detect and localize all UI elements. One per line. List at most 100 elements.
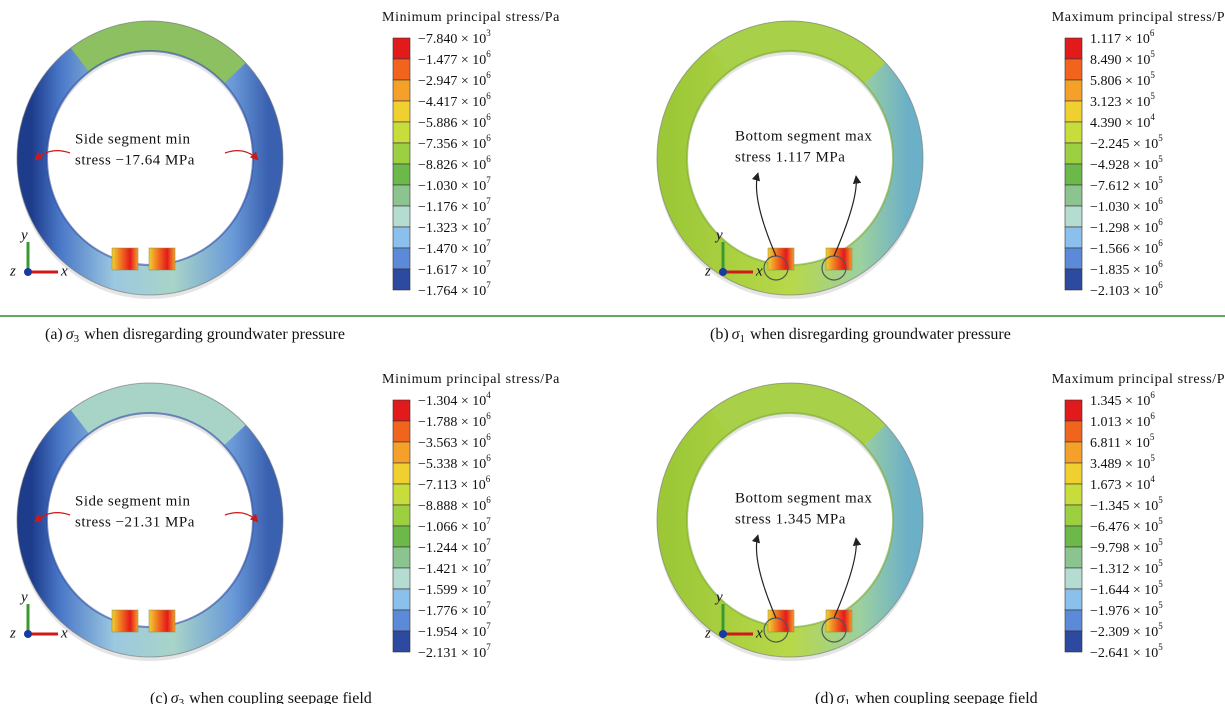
legend-swatch [392, 483, 411, 506]
legend-swatch [392, 567, 411, 590]
axis-label: x [60, 625, 68, 641]
legend-mantissa: −1.835 × 10 [1090, 263, 1158, 278]
legend-label: −1.298 × 106 [1090, 217, 1163, 236]
legend-mantissa: −1.030 × 10 [418, 179, 486, 194]
legend-exponent: 7 [486, 196, 491, 206]
hot-block [111, 609, 139, 633]
legend-label: −2.947 × 106 [418, 70, 491, 89]
legend-exponent: 6 [486, 411, 491, 421]
caption-symbol: σ [837, 690, 846, 704]
annotation: stress −17.64 MPa [75, 152, 195, 168]
legend-swatch [1064, 205, 1083, 228]
legend-swatch [1064, 441, 1083, 464]
axis-label: x [755, 263, 763, 279]
annotation: Side segment min [75, 131, 191, 147]
legend-swatch [392, 462, 411, 485]
legend-swatch [392, 525, 411, 548]
legend-exponent: 5 [1158, 642, 1163, 652]
legend-mantissa: −1.764 × 10 [418, 284, 486, 299]
annotation-arrow [224, 150, 259, 161]
legend-exponent: 5 [1150, 70, 1155, 80]
legend-mantissa: −1.954 × 10 [418, 625, 486, 640]
legend-mantissa: −4.417 × 10 [418, 95, 486, 110]
legend-swatch [1064, 184, 1083, 207]
legend-exponent: 7 [486, 537, 491, 547]
legend-mantissa: −7.840 × 10 [418, 32, 486, 47]
legend-label: −1.323 × 107 [418, 217, 491, 236]
legend-label: −4.928 × 105 [1090, 154, 1163, 173]
legend-exponent: 6 [486, 49, 491, 59]
legend-label: −8.826 × 106 [418, 154, 491, 173]
legend-exponent: 5 [1158, 558, 1163, 568]
legend-exponent: 7 [486, 558, 491, 568]
caption-label: (c) [150, 690, 168, 704]
legend-label: −1.030 × 107 [418, 175, 491, 194]
legend-swatch [1064, 226, 1083, 249]
legend-swatch [392, 58, 411, 81]
legend-mantissa: 6.811 × 10 [1090, 436, 1150, 451]
legend-title: Minimum principal stress/Pa [382, 372, 560, 387]
legend-mantissa: −8.888 × 10 [418, 499, 486, 514]
legend-exponent: 7 [486, 259, 491, 269]
legend-swatch [392, 268, 411, 291]
legend-swatch [1064, 121, 1083, 144]
legend-exponent: 6 [1150, 411, 1155, 421]
axis-label: y [19, 589, 28, 605]
annotation-arrow [751, 172, 777, 257]
legend-exponent: 6 [1158, 280, 1163, 290]
legend-exponent: 7 [486, 175, 491, 185]
legend-label: −5.886 × 106 [418, 112, 491, 131]
annotation: stress −21.31 MPa [75, 514, 195, 530]
axis-label: z [9, 263, 16, 279]
hot-block [767, 609, 795, 633]
legend-swatch [392, 588, 411, 611]
legend-mantissa: −2.103 × 10 [1090, 284, 1158, 299]
legend-swatch [1064, 399, 1083, 422]
legend-label: 8.490 × 105 [1090, 49, 1155, 68]
legend-mantissa: −6.476 × 10 [1090, 520, 1158, 535]
axis-z-dot [719, 630, 727, 638]
legend-swatch [392, 247, 411, 270]
legend-mantissa: −1.470 × 10 [418, 242, 486, 257]
legend-label: −2.131 × 107 [418, 642, 491, 661]
legend-mantissa: −1.176 × 10 [418, 200, 486, 215]
legend-label: −7.356 × 106 [418, 133, 491, 152]
legend-mantissa: −1.345 × 10 [1090, 499, 1158, 514]
ring-outer-edge [656, 20, 924, 296]
legend-mantissa: −1.298 × 10 [1090, 221, 1158, 236]
legend-label: −1.304 × 104 [418, 390, 491, 409]
legend-label: −1.644 × 105 [1090, 579, 1163, 598]
annotation: stress 1.345 MPa [735, 511, 846, 527]
caption-symbol: σ [66, 326, 75, 343]
legend-mantissa: −2.947 × 10 [418, 74, 486, 89]
legend-swatch [1064, 37, 1083, 60]
legend-label: −1.030 × 106 [1090, 196, 1163, 215]
legend-exponent: 5 [1158, 133, 1163, 143]
annotation: stress 1.117 MPa [735, 149, 845, 165]
legend-exponent: 5 [1150, 49, 1155, 59]
legend-exponent: 7 [486, 621, 491, 631]
legend-exponent: 6 [1158, 217, 1163, 227]
legend-swatch [392, 37, 411, 60]
legend-label: −8.888 × 106 [418, 495, 491, 514]
caption-text: when coupling seepage field [855, 690, 1038, 704]
legend-exponent: 6 [486, 133, 491, 143]
legend-label: −1.345 × 105 [1090, 495, 1163, 514]
legend-label: 1.345 × 106 [1090, 390, 1155, 409]
legend-mantissa: −4.928 × 10 [1090, 158, 1158, 173]
caption-subscript: 3 [74, 333, 80, 345]
legend-swatch [392, 546, 411, 569]
legend-label: −1.244 × 107 [418, 537, 491, 556]
legend-mantissa: −1.788 × 10 [418, 415, 486, 430]
legend-label: −2.103 × 106 [1090, 280, 1163, 299]
legend-label: 6.811 × 105 [1090, 432, 1155, 451]
legend-swatch [1064, 247, 1083, 270]
highlight-circle [763, 255, 789, 281]
legend-exponent: 6 [1150, 28, 1155, 38]
legend-mantissa: −1.617 × 10 [418, 263, 486, 278]
legend-label: 1.117 × 106 [1090, 28, 1155, 47]
caption-symbol: σ [732, 326, 741, 343]
legend-mantissa: −7.356 × 10 [418, 137, 486, 152]
legend-mantissa: −1.976 × 10 [1090, 604, 1158, 619]
